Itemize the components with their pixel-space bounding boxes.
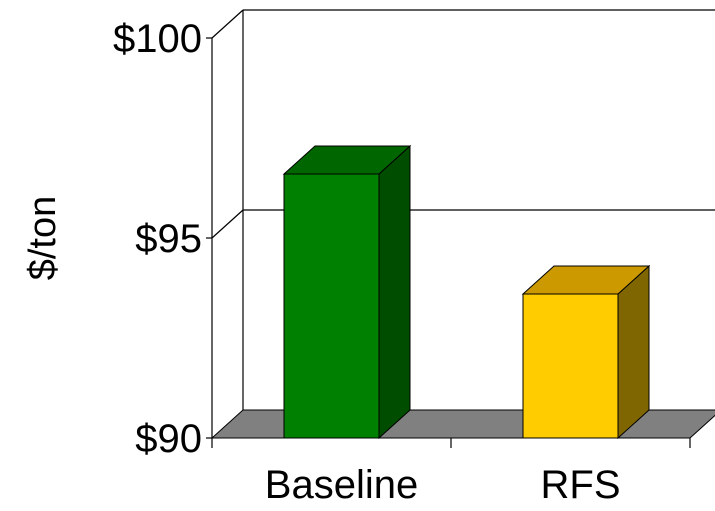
y-tick-label-2: $100 — [113, 17, 202, 61]
x-tick-label-rfs: RFS — [541, 463, 621, 506]
x-tick-label-baseline: Baseline — [265, 463, 418, 506]
gridline-diagonal-2 — [211, 9, 244, 39]
gridline-diagonal-1 — [211, 209, 244, 239]
bar-baseline-side — [378, 144, 411, 440]
bar-rfs-side — [617, 264, 650, 440]
y-tick-label-1: $95 — [135, 217, 202, 261]
bar-baseline — [283, 173, 380, 439]
y-tick-label-0: $90 — [135, 417, 202, 461]
y-axis-label: $/ton — [22, 196, 64, 281]
bar-rfs — [522, 293, 619, 439]
